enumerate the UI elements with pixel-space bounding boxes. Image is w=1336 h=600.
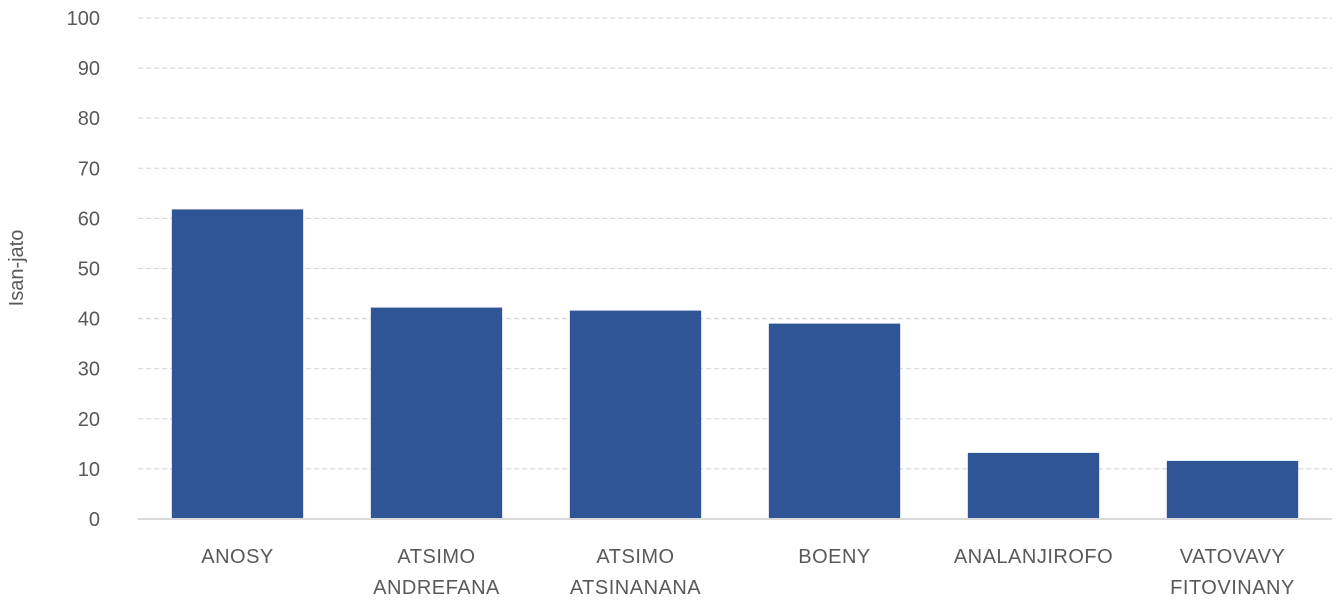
x-tick-label: ANOSY	[201, 546, 274, 568]
x-tick-label: ATSIMO ANDREFANA	[373, 546, 500, 599]
x-tick-label: BOENY	[798, 546, 871, 568]
y-tick-label: 100	[67, 8, 100, 30]
y-tick-labels: 0 10 20 30 40 50 60 70 80 90 100	[67, 8, 100, 531]
bar	[1166, 460, 1299, 519]
y-tick-label: 50	[78, 259, 100, 281]
gridlines	[138, 17, 1332, 470]
y-tick-label: 90	[78, 58, 100, 80]
x-tick-label: ANALANJIROFO	[954, 546, 1113, 568]
y-tick-label: 60	[78, 208, 100, 230]
y-tick-label: 80	[78, 108, 100, 130]
x-tick-label: VATOVAVY FITOVINANY	[1170, 546, 1295, 599]
bar	[370, 307, 503, 519]
bar	[967, 452, 1100, 519]
bar	[171, 209, 304, 519]
x-tick-label: ATSIMO ATSINANANA	[570, 546, 701, 599]
bars	[171, 209, 1299, 519]
y-tick-label: 40	[78, 309, 100, 331]
y-tick-label: 0	[89, 509, 100, 531]
y-tick-label: 20	[78, 409, 100, 431]
bar	[569, 310, 702, 519]
y-tick-label: 30	[78, 359, 100, 381]
y-tick-label: 10	[78, 459, 100, 481]
bar	[768, 323, 901, 519]
y-axis-title: Isan-jato	[6, 230, 28, 307]
y-tick-label: 70	[78, 158, 100, 180]
x-tick-labels: ANOSY ATSIMO ANDREFANA ATSIMO ATSINANANA BOEN…	[201, 546, 1295, 599]
